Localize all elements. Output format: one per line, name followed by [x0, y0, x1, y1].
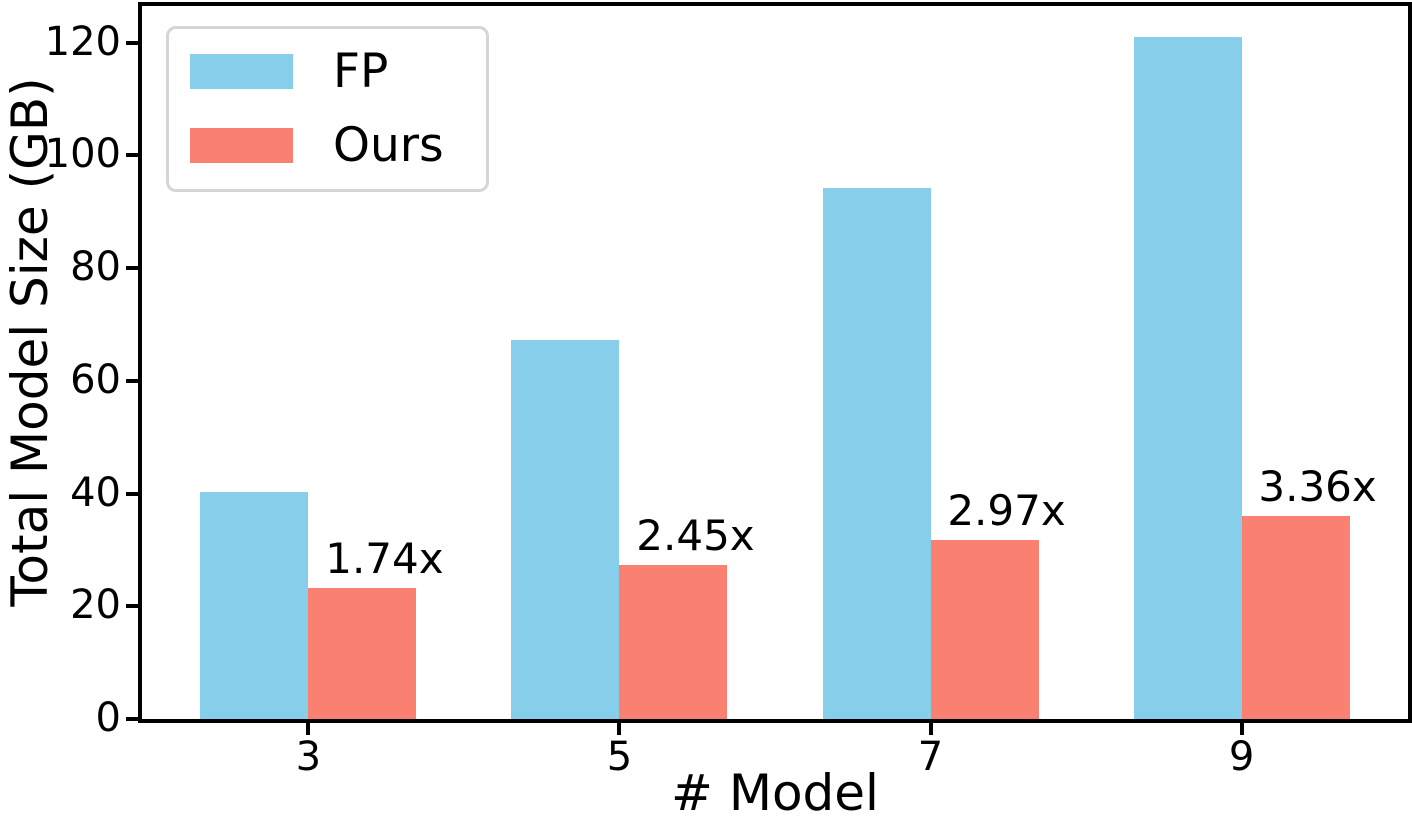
y-tick-label: 100 — [44, 131, 121, 178]
x-tick-mark — [617, 723, 622, 735]
y-tick-mark — [126, 717, 138, 721]
y-tick-label: 0 — [95, 695, 121, 742]
x-tick-mark — [928, 723, 933, 735]
bar-ours — [308, 588, 417, 719]
x-tick-mark — [306, 723, 311, 735]
bar-ours — [930, 540, 1039, 719]
x-tick-mark — [1239, 723, 1244, 735]
bar-label: 3.36x — [1258, 462, 1377, 512]
bar-fp — [200, 491, 309, 719]
y-tick-mark — [126, 153, 138, 158]
legend-row: Ours — [190, 122, 486, 169]
x-tick-label: 5 — [606, 734, 633, 780]
y-tick-mark — [126, 266, 138, 271]
legend: FP Ours — [166, 26, 489, 192]
bar-label: 2.45x — [636, 510, 755, 560]
bar-label: 1.74x — [325, 534, 444, 584]
bar-ours — [619, 564, 728, 719]
x-tick-label: 9 — [1228, 734, 1255, 780]
y-tick-label: 20 — [70, 582, 121, 629]
x-tick-label: 7 — [917, 734, 944, 780]
bar-fp — [1133, 36, 1242, 719]
x-tick-label: 3 — [295, 734, 322, 780]
y-tick-mark — [126, 378, 138, 383]
legend-label: Ours — [333, 117, 444, 173]
y-tick-mark — [126, 604, 138, 609]
y-tick-mark — [126, 40, 138, 45]
legend-label: FP — [333, 43, 389, 99]
bar-fp — [822, 188, 931, 719]
y-tick-label: 40 — [70, 469, 121, 516]
plot-area: 0 20 40 60 80 100 120 3 5 7 9 1.74x 2.45x 2.97x 3.36x F… — [45, 2, 1412, 777]
legend-row: FP — [190, 48, 486, 95]
legend-swatch-ours — [190, 127, 293, 163]
x-axis-label: # Model — [671, 764, 879, 821]
bar-label: 2.97x — [947, 486, 1066, 536]
y-axis-label: Total Model Size (GB) — [1, 77, 59, 607]
y-tick-label: 120 — [44, 18, 121, 65]
bar-fp — [511, 339, 620, 719]
y-tick-label: 60 — [70, 357, 121, 404]
legend-swatch-fp — [190, 53, 293, 89]
y-tick-label: 80 — [70, 244, 121, 291]
y-tick-mark — [126, 491, 138, 496]
bar-ours — [1241, 516, 1350, 719]
